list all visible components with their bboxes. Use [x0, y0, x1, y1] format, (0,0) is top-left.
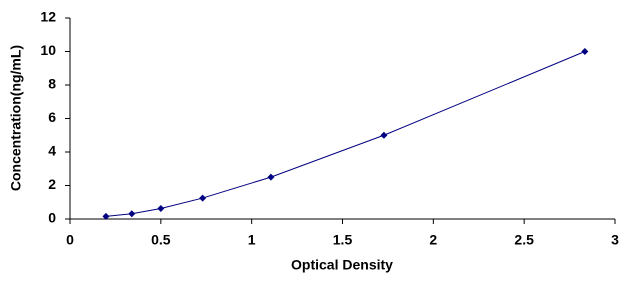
y-tick-label: 8 — [48, 76, 56, 92]
point — [102, 212, 110, 220]
point — [380, 131, 388, 139]
point — [157, 205, 165, 213]
y-tick-label: 12 — [40, 9, 56, 25]
x-tick-label: 0.5 — [151, 232, 171, 248]
point — [128, 210, 136, 218]
y-axis-label: Concentration(ng/mL) — [8, 45, 24, 191]
y-tick-label: 10 — [40, 42, 56, 58]
x-tick-label: 0 — [66, 232, 74, 248]
x-tick-label: 1 — [248, 232, 256, 248]
x-axis-label: Optical Density — [291, 257, 393, 273]
x-tick-label: 2.5 — [514, 232, 534, 248]
y-tick-label: 4 — [48, 143, 56, 159]
point — [581, 48, 589, 55]
x-tick-label: 3 — [611, 232, 619, 248]
x-tick-label: 1.5 — [333, 232, 353, 248]
curve — [105, 51, 586, 217]
x-tick-label: 2 — [429, 232, 437, 248]
point — [199, 194, 207, 202]
point — [267, 173, 275, 181]
y-tick-label: 6 — [48, 109, 56, 125]
y-tick-label: 0 — [48, 210, 56, 226]
y-tick-label: 2 — [48, 176, 56, 192]
